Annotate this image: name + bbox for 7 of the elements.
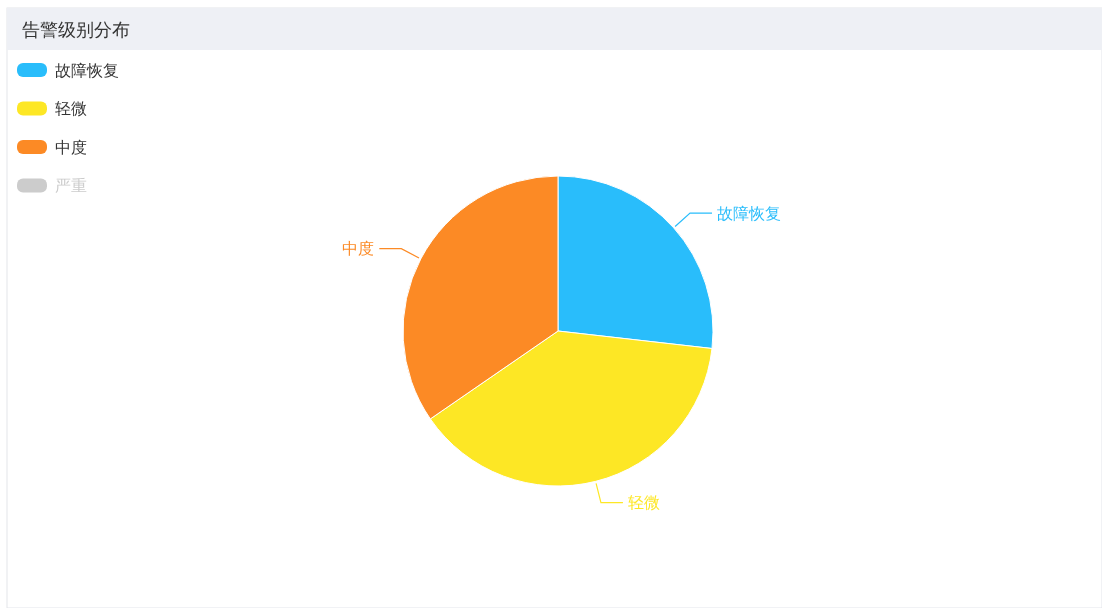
legend-label: 轻微 <box>55 99 87 119</box>
legend-label: 中度 <box>55 137 87 157</box>
slice-label: 故障恢复 <box>717 203 782 223</box>
legend-label: 故障恢复 <box>55 60 119 80</box>
slice-label: 中度 <box>342 239 375 259</box>
slice-label: 轻微 <box>627 493 660 513</box>
chart-title: 告警级别分布 <box>22 19 130 41</box>
